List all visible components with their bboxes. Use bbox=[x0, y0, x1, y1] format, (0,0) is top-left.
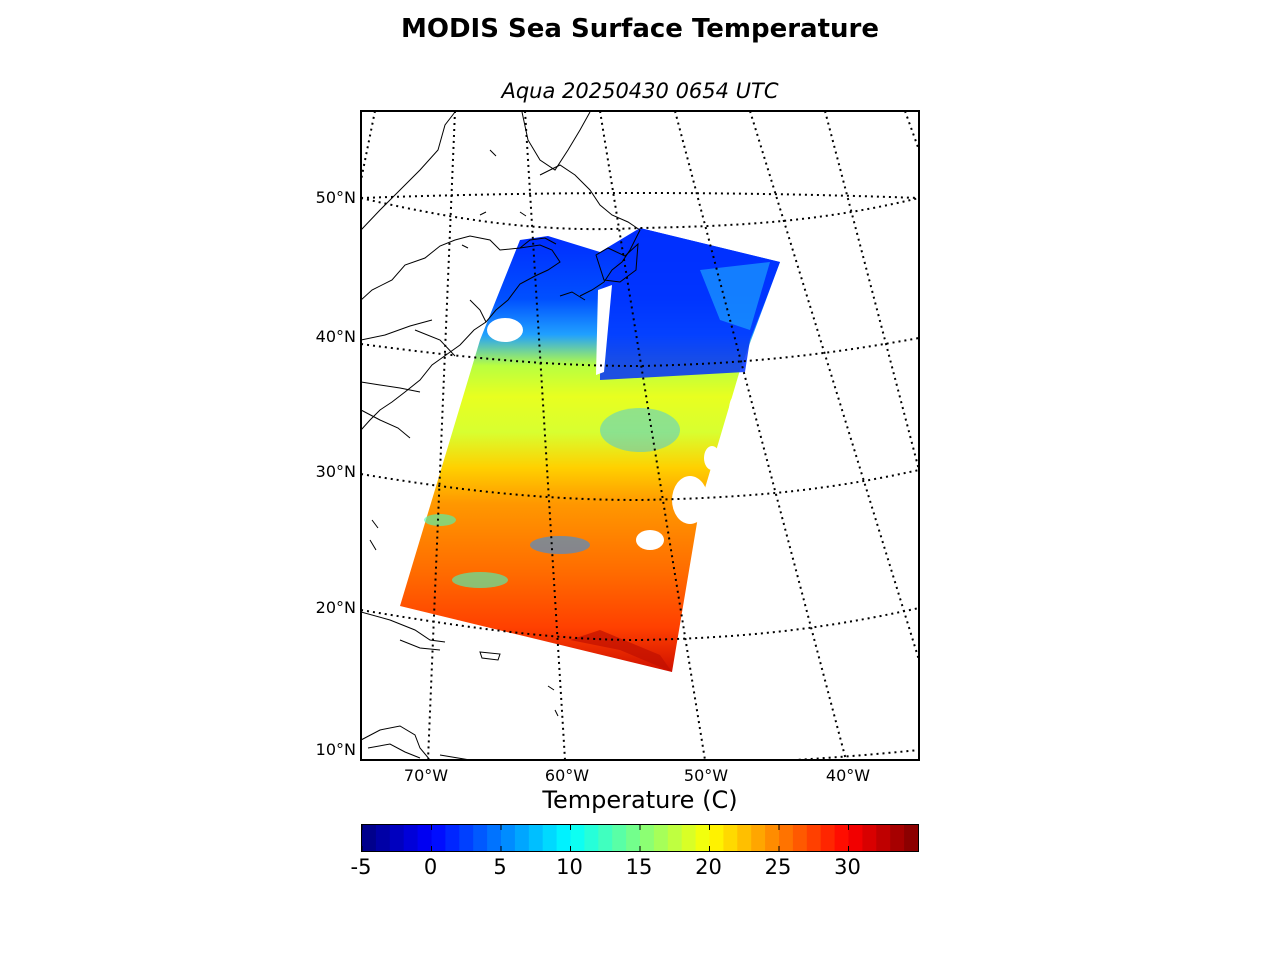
colorbar-tick-label: -5 bbox=[350, 855, 372, 879]
graticule bbox=[361, 111, 919, 760]
figure-subtitle: Aqua 20250430 0654 UTC bbox=[501, 79, 779, 103]
colorbar-segment bbox=[487, 825, 502, 851]
colorbar-segment bbox=[417, 825, 433, 851]
colorbar-segment bbox=[626, 825, 641, 851]
colorbar-segment bbox=[876, 825, 891, 851]
figure-title: MODIS Sea Surface Temperature bbox=[401, 14, 879, 44]
colorbar-segment bbox=[584, 825, 599, 851]
colorbar-ramp bbox=[361, 825, 919, 851]
colorbar-tick-label: 15 bbox=[625, 855, 653, 879]
colorbar bbox=[361, 824, 919, 852]
colorbar-segment bbox=[779, 825, 794, 851]
colorbar-segment bbox=[667, 825, 683, 851]
colorbar-segment bbox=[640, 825, 655, 851]
coastlines bbox=[361, 111, 641, 760]
colorbar-segment bbox=[514, 825, 530, 851]
colorbar-segment bbox=[695, 825, 711, 851]
lon-label-40w: 40°W bbox=[825, 766, 871, 785]
colorbar-tick-label: 30 bbox=[834, 855, 861, 879]
colorbar-segment bbox=[598, 825, 613, 851]
colorbar-segment bbox=[806, 825, 822, 851]
colorbar-segment bbox=[709, 825, 724, 851]
colorbar-segment bbox=[904, 825, 919, 851]
colorbar-segment bbox=[375, 825, 391, 851]
colorbar-label: Temperature (C) bbox=[542, 786, 738, 814]
colorbar-tick-label: 20 bbox=[695, 855, 722, 879]
colorbar-segment bbox=[473, 825, 488, 851]
colorbar-segment bbox=[570, 825, 585, 851]
colorbar-segment bbox=[362, 825, 377, 851]
colorbar-segment bbox=[542, 825, 558, 851]
colorbar-segment bbox=[765, 825, 780, 851]
colorbar-segment bbox=[723, 825, 738, 851]
colorbar-segment bbox=[792, 825, 808, 851]
sst-swath bbox=[400, 228, 780, 672]
lon-label-60w: 60°W bbox=[544, 766, 590, 785]
map-frame bbox=[360, 110, 920, 761]
colorbar-segment bbox=[389, 825, 405, 851]
colorbar-segment bbox=[890, 825, 905, 851]
colorbar-segment bbox=[528, 825, 544, 851]
colorbar-segment bbox=[834, 825, 850, 851]
colorbar-segment bbox=[459, 825, 474, 851]
colorbar-tick-label: 0 bbox=[423, 855, 438, 879]
lon-label-50w: 50°W bbox=[683, 766, 729, 785]
lat-label-20n: 20°N bbox=[315, 598, 356, 617]
colorbar-segment bbox=[820, 825, 836, 851]
colorbar-segment bbox=[556, 825, 572, 851]
lat-label-30n: 30°N bbox=[315, 462, 356, 481]
colorbar-segment bbox=[612, 825, 627, 851]
colorbar-segment bbox=[862, 825, 877, 851]
colorbar-tick-label: 10 bbox=[556, 855, 583, 879]
lon-label-70w: 70°W bbox=[403, 766, 449, 785]
colorbar-segment bbox=[403, 825, 419, 851]
colorbar-segment bbox=[501, 825, 516, 851]
colorbar-segment bbox=[751, 825, 766, 851]
lat-label-40n: 40°N bbox=[315, 327, 356, 346]
colorbar-segment bbox=[848, 825, 863, 851]
colorbar-tick-label: 5 bbox=[493, 855, 507, 879]
colorbar-segment bbox=[431, 825, 446, 851]
colorbar-segment bbox=[653, 825, 669, 851]
colorbar-segment bbox=[445, 825, 460, 851]
lat-label-10n: 10°N bbox=[315, 740, 356, 759]
colorbar-segment bbox=[681, 825, 697, 851]
colorbar-tick-label: 25 bbox=[764, 855, 792, 879]
lat-label-50n: 50°N bbox=[315, 188, 356, 207]
colorbar-segment bbox=[737, 825, 752, 851]
